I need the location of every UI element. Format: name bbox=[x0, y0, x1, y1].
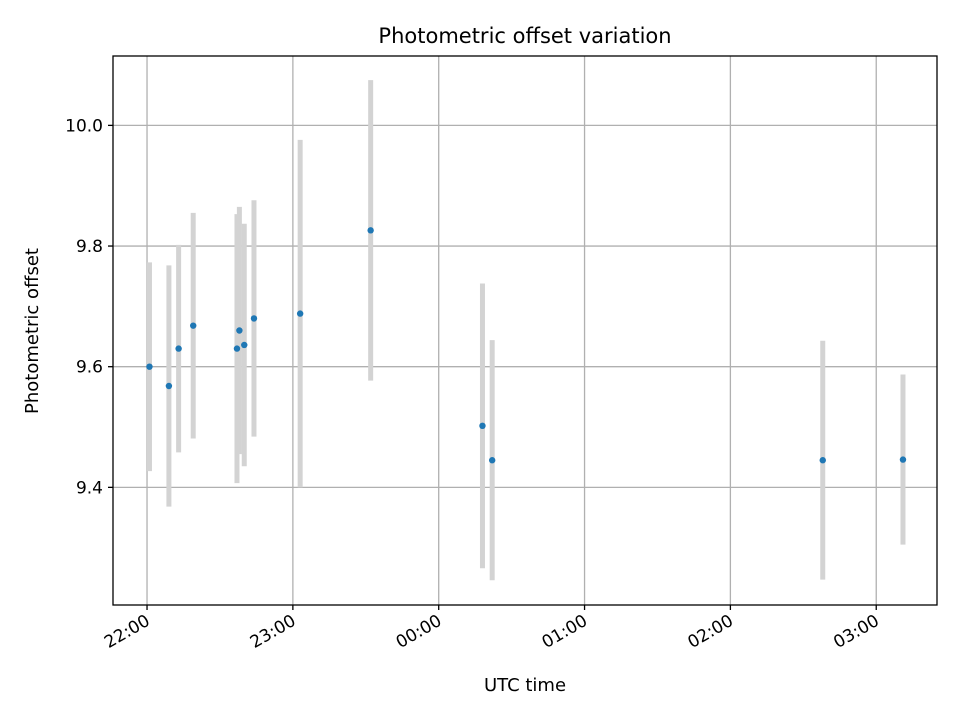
data-point bbox=[233, 345, 241, 352]
data-point bbox=[241, 341, 248, 349]
x-tick-label: 01:00 bbox=[539, 611, 591, 653]
data-point bbox=[899, 456, 907, 463]
x-axis-label: UTC time bbox=[484, 675, 566, 696]
data-point bbox=[236, 327, 243, 334]
axis-ticks bbox=[108, 124, 877, 610]
error-bars bbox=[146, 80, 906, 581]
grid-lines bbox=[113, 56, 937, 605]
data-point bbox=[250, 315, 258, 322]
y-tick-label: 10.0 bbox=[65, 116, 103, 136]
x-tick-label: 22:00 bbox=[101, 611, 153, 653]
data-point bbox=[165, 382, 173, 390]
y-tick-labels: 9.4 9.6 9.8 10.0 bbox=[65, 116, 103, 498]
data-point bbox=[367, 227, 374, 234]
y-tick-label: 9.8 bbox=[76, 237, 103, 257]
x-tick-label: 02:00 bbox=[684, 611, 736, 653]
data-point bbox=[488, 457, 496, 464]
x-tick-labels: 22:00 23:00 00:00 01:00 02:00 03:00 bbox=[101, 611, 883, 653]
y-tick-label: 9.4 bbox=[76, 478, 103, 498]
data-point bbox=[819, 457, 826, 464]
plot-frame bbox=[112, 55, 938, 606]
data-point bbox=[479, 422, 486, 430]
x-tick-label: 23:00 bbox=[247, 611, 299, 653]
x-tick-label: 03:00 bbox=[830, 611, 882, 653]
chart-title: Photometric offset variation bbox=[378, 24, 671, 48]
data-points bbox=[146, 227, 907, 464]
data-point bbox=[175, 345, 182, 352]
data-point bbox=[296, 310, 304, 317]
y-tick-label: 9.6 bbox=[76, 358, 103, 378]
data-point bbox=[190, 322, 197, 329]
x-tick-label: 00:00 bbox=[393, 611, 445, 653]
data-point bbox=[146, 363, 153, 370]
y-axis-label: Photometric offset bbox=[22, 248, 43, 414]
